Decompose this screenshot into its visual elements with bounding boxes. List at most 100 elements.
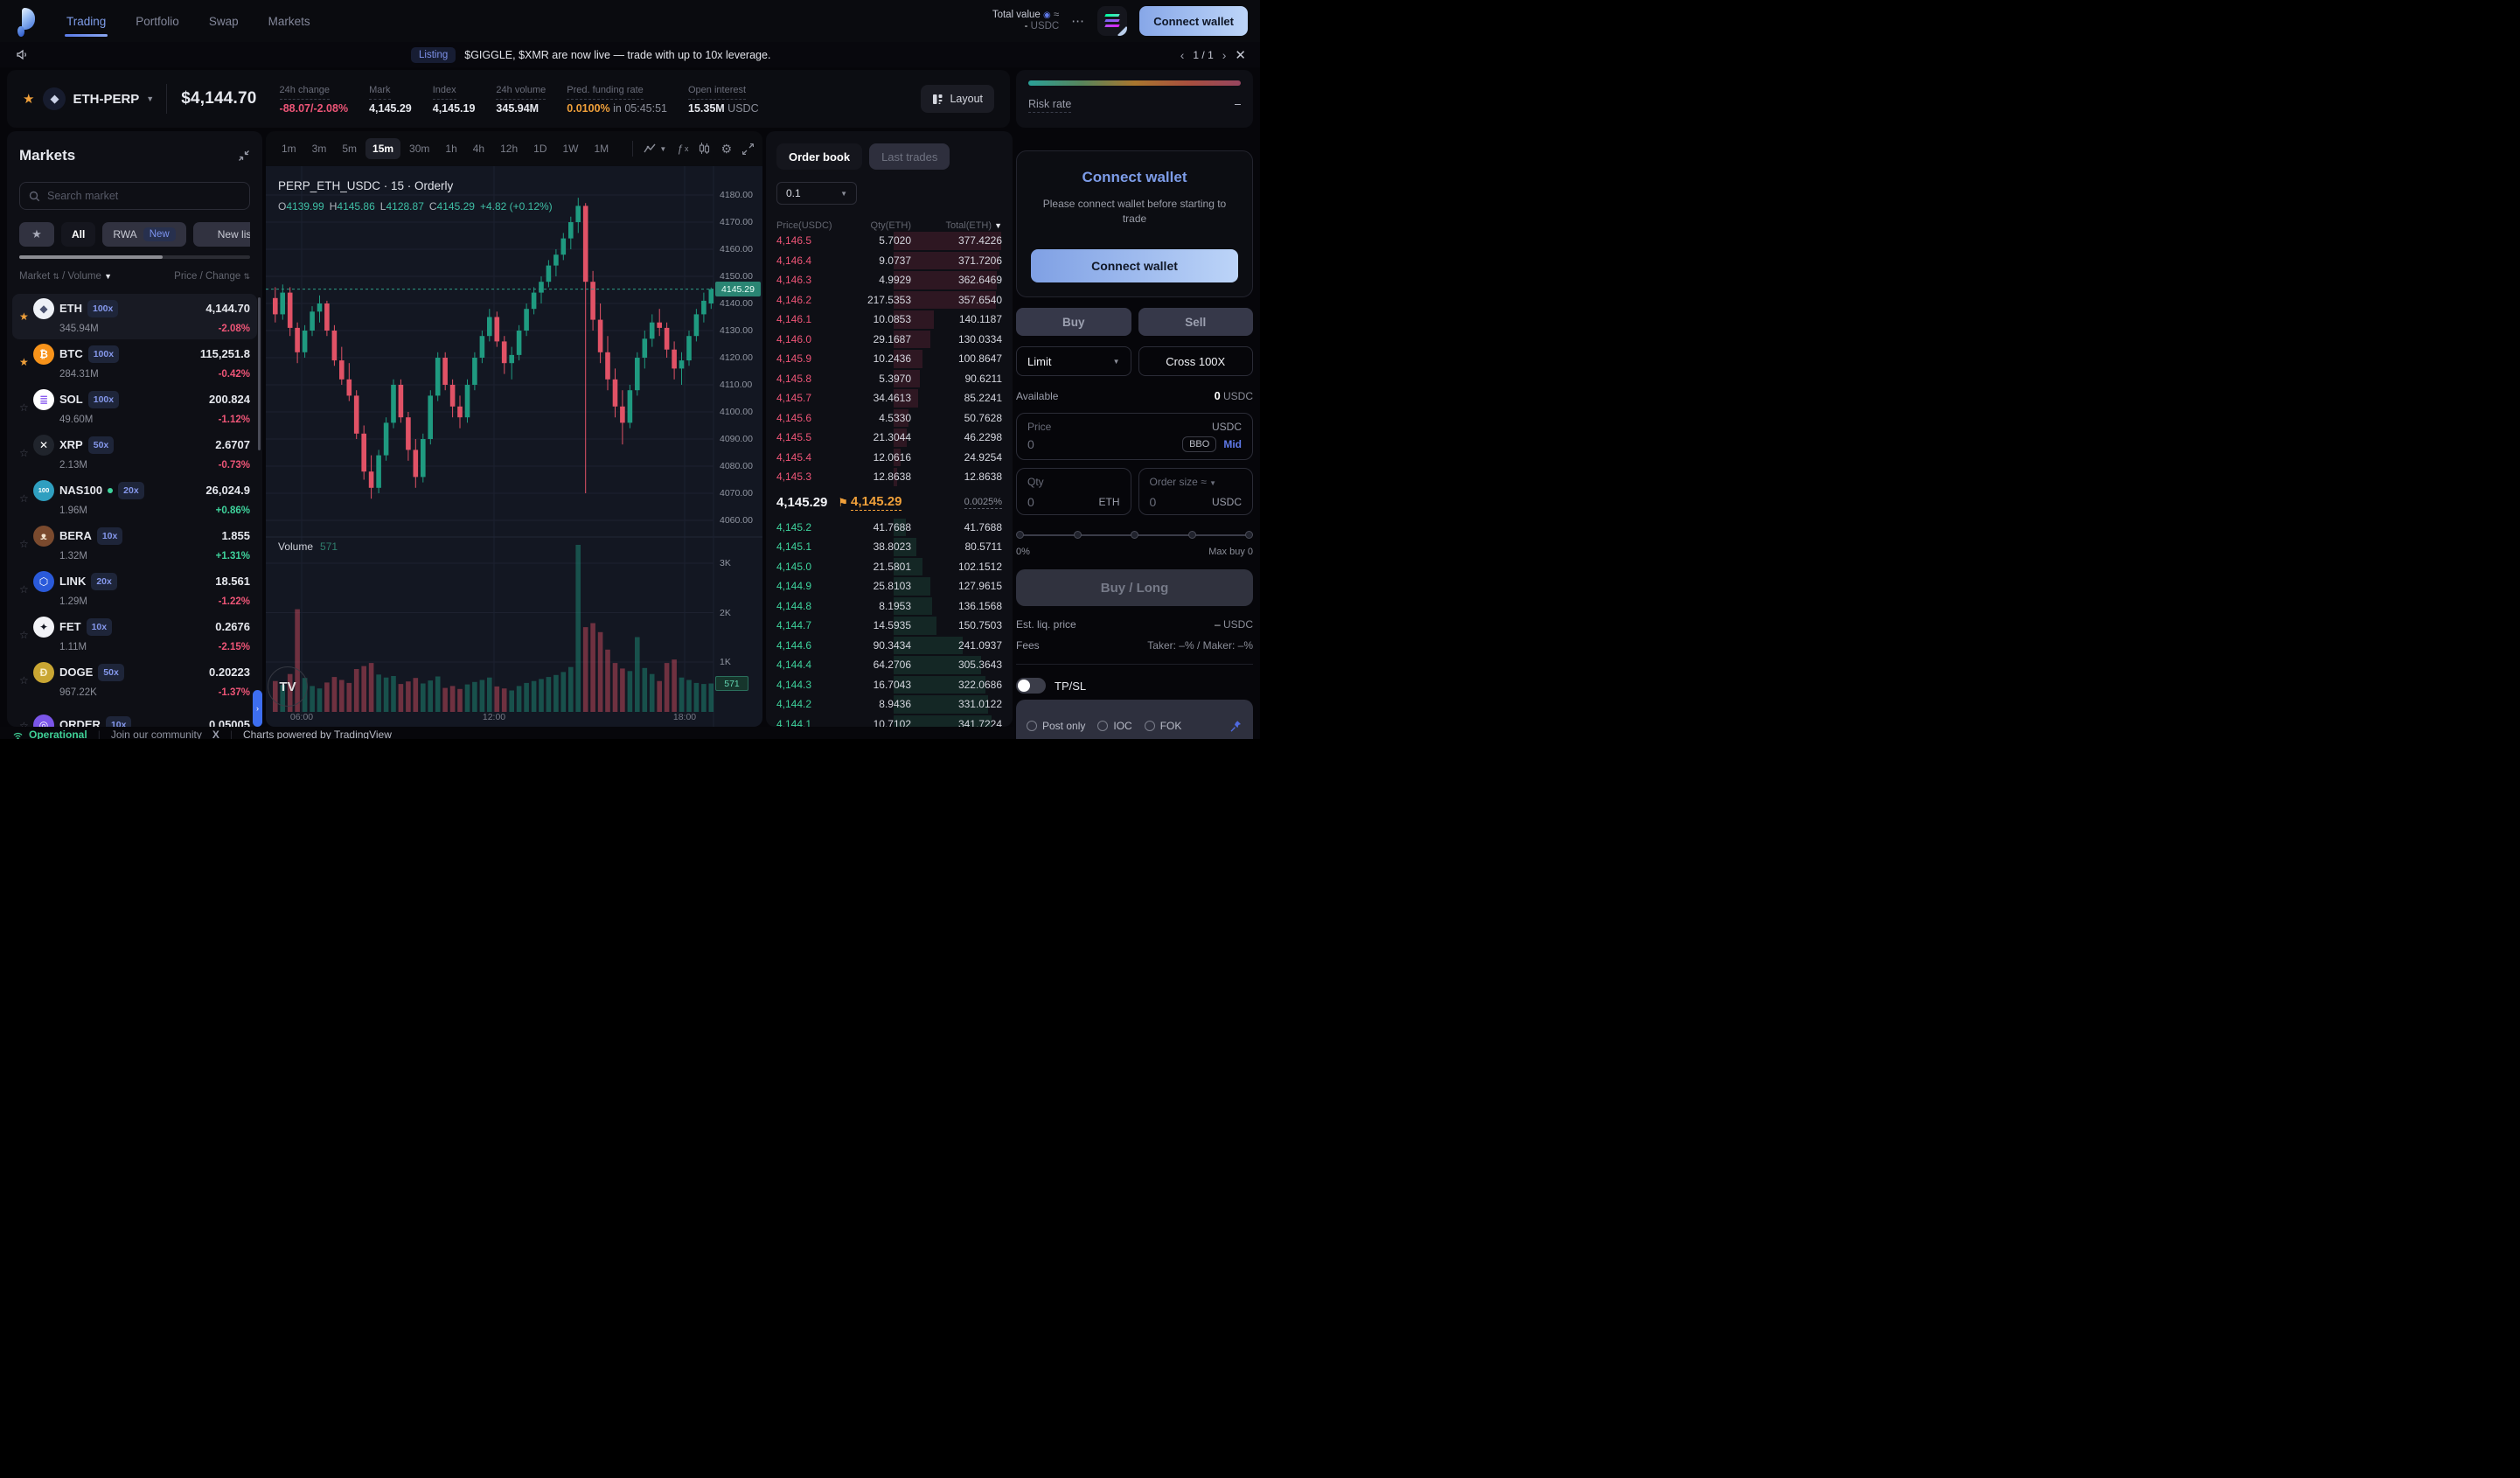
chip-rwa[interactable]: RWA New: [102, 222, 186, 247]
market-row-eth[interactable]: ★ ◆ ETH 100x 4,144.70 345.94M -2.08%: [12, 294, 257, 339]
markets-scrollbar-thumb[interactable]: [258, 297, 261, 450]
ask-row[interactable]: 4,146.0 29.1687 130.0334: [776, 330, 1002, 350]
nav-item-trading[interactable]: Trading: [65, 3, 108, 40]
price-input-value[interactable]: 0: [1027, 437, 1034, 451]
chart-settings-gear-icon[interactable]: ⚙: [720, 141, 732, 156]
ask-row[interactable]: 4,145.9 10.2436 100.8647: [776, 349, 1002, 369]
timeframe-1D[interactable]: 1D: [533, 143, 547, 155]
ask-row[interactable]: 4,146.2 217.5353 357.6540: [776, 290, 1002, 310]
ask-row[interactable]: 4,145.4 12.0616 24.9254: [776, 448, 1002, 468]
timeframe-1m[interactable]: 1m: [282, 143, 296, 155]
favorite-star-icon[interactable]: ☆: [19, 629, 29, 641]
banner-close-icon[interactable]: ✕: [1235, 47, 1246, 63]
timeframe-1W[interactable]: 1W: [562, 143, 579, 155]
connect-wallet-cta-button[interactable]: Connect wallet: [1031, 249, 1238, 282]
favorite-star-icon[interactable]: ☆: [19, 674, 29, 687]
qty-input[interactable]: Qty 0 ETH: [1016, 468, 1131, 515]
bid-row[interactable]: 4,144.4 64.2706 305.3643: [776, 655, 1002, 675]
ask-row[interactable]: 4,146.4 9.0737 371.7206: [776, 251, 1002, 271]
price-input[interactable]: Price USDC 0 BBO Mid: [1016, 413, 1253, 460]
ask-row[interactable]: 4,146.3 4.9929 362.6469: [776, 270, 1002, 290]
ask-row[interactable]: 4,145.6 4.5330 50.7628: [776, 408, 1002, 429]
tab-last-trades[interactable]: Last trades: [869, 143, 950, 170]
favorite-star-icon[interactable]: ☆: [19, 401, 29, 414]
ask-row[interactable]: 4,145.7 34.4613 85.2241: [776, 388, 1002, 408]
nav-item-markets[interactable]: Markets: [268, 14, 310, 28]
system-status[interactable]: Operational: [12, 729, 87, 739]
sort-price-change[interactable]: Price / Change ⇅: [174, 271, 250, 282]
favorite-star-icon[interactable]: ★: [23, 92, 35, 107]
bid-row[interactable]: 4,144.3 16.7043 322.0686: [776, 675, 1002, 695]
brand-logo-icon[interactable]: [14, 5, 40, 37]
radio-ioc[interactable]: IOC: [1097, 720, 1132, 732]
buy-tab[interactable]: Buy: [1016, 308, 1131, 336]
indicators-icon[interactable]: ▼: [644, 143, 666, 154]
nav-item-swap[interactable]: Swap: [208, 14, 239, 28]
timeframe-5m[interactable]: 5m: [342, 143, 358, 155]
community-link[interactable]: Join our community: [110, 729, 202, 739]
timeframe-15m[interactable]: 15m: [365, 138, 401, 159]
tab-order-book[interactable]: Order book: [776, 143, 863, 170]
sidebar-collapse-handle[interactable]: ›: [253, 690, 262, 727]
nav-item-portfolio[interactable]: Portfolio: [136, 14, 179, 28]
favorite-star-icon[interactable]: ★: [19, 356, 29, 368]
timeframe-3m[interactable]: 3m: [311, 143, 327, 155]
symbol-dropdown-icon[interactable]: ▼: [146, 94, 155, 103]
timeframe-12h[interactable]: 12h: [500, 143, 519, 155]
market-row-order[interactable]: ☆ ◎ ORDER 10x 0.05005: [12, 703, 257, 727]
search-market-input[interactable]: Search market: [19, 182, 250, 210]
quantity-slider[interactable]: [1016, 531, 1253, 540]
bid-row[interactable]: 4,144.1 10.7102 341.7224: [776, 715, 1002, 727]
fullscreen-icon[interactable]: [742, 143, 754, 155]
favorite-star-icon[interactable]: ☆: [19, 447, 29, 459]
buy-long-button[interactable]: Buy / Long: [1016, 569, 1253, 606]
overflow-menu-icon[interactable]: ⋯: [1071, 14, 1086, 29]
radio-fok[interactable]: FOK: [1144, 720, 1181, 732]
market-row-doge[interactable]: ☆ Ð DOGE 50x 0.20223 967.22K -1.37%: [12, 658, 257, 703]
sort-total[interactable]: Total(ETH) ▼: [945, 220, 1002, 231]
bid-row[interactable]: 4,144.8 8.1953 136.1568: [776, 596, 1002, 617]
favorite-star-icon[interactable]: ☆: [19, 720, 29, 727]
ask-row[interactable]: 4,145.3 12.8638 12.8638: [776, 467, 1002, 487]
x-social-icon[interactable]: X: [212, 729, 219, 739]
collapse-panel-icon[interactable]: [238, 150, 250, 162]
slider-tick[interactable]: [1073, 531, 1082, 539]
chips-scrollbar-thumb[interactable]: [19, 255, 163, 259]
bid-row[interactable]: 4,144.2 8.9436 331.0122: [776, 694, 1002, 715]
favorite-star-icon[interactable]: ☆: [19, 583, 29, 596]
timeframe-30m[interactable]: 30m: [409, 143, 430, 155]
timeframe-4h[interactable]: 4h: [472, 143, 485, 155]
ask-row[interactable]: 4,145.5 21.3044 46.2298: [776, 428, 1002, 448]
market-row-btc[interactable]: ★ ₿ BTC 100x 115,251.8 284.31M -0.42%: [12, 339, 257, 385]
slider-tick[interactable]: [1131, 531, 1138, 539]
favorite-star-icon[interactable]: ☆: [19, 538, 29, 550]
favorite-star-icon[interactable]: ☆: [19, 492, 29, 505]
market-row-bera[interactable]: ☆ ᴥ BERA 10x 1.855 1.32M +1.31%: [12, 521, 257, 567]
bid-row[interactable]: 4,144.6 90.3434 241.0937: [776, 636, 1002, 656]
tpsl-switch[interactable]: [1016, 678, 1046, 694]
bid-row[interactable]: 4,145.2 41.7688 41.7688: [776, 518, 1002, 538]
bbo-button[interactable]: BBO: [1182, 436, 1217, 452]
visibility-icon[interactable]: ◉: [1043, 10, 1051, 20]
sell-tab[interactable]: Sell: [1138, 308, 1253, 336]
tpsl-toggle[interactable]: TP/SL: [1016, 678, 1253, 694]
mark-price[interactable]: 4,145.29: [851, 494, 902, 511]
slider-tick[interactable]: [1187, 531, 1196, 539]
market-row-nas100[interactable]: ☆ 100 NAS100 20x 26,024.9 1.96M +0.86%: [12, 476, 257, 521]
ask-row[interactable]: 4,145.8 5.3970 90.6211: [776, 369, 1002, 389]
order-size-input[interactable]: Order size ≈ ▼ 0 USDC: [1138, 468, 1253, 515]
order-type-select[interactable]: Limit ▼: [1016, 346, 1131, 376]
ask-row[interactable]: 4,146.1 10.0853 140.1187: [776, 310, 1002, 330]
radio-post-only[interactable]: Post only: [1027, 720, 1085, 732]
chip-all[interactable]: All: [61, 222, 96, 247]
tick-size-select[interactable]: 0.1 ▼: [776, 182, 857, 205]
banner-next-icon[interactable]: ›: [1222, 47, 1227, 62]
connect-wallet-button[interactable]: Connect wallet: [1139, 6, 1248, 36]
tradingview-credit[interactable]: Charts powered by TradingView: [243, 729, 392, 739]
chip-new-listings[interactable]: New listings: [192, 222, 250, 247]
market-row-link[interactable]: ☆ ⬡ LINK 20x 18.561 1.29M -1.22%: [12, 567, 257, 612]
price-chart[interactable]: PERP_ETH_USDC · 15 · Orderly O4139.99 H41…: [266, 166, 762, 727]
ask-row[interactable]: 4,146.5 5.7020 377.4226: [776, 231, 1002, 251]
slider-tick[interactable]: [1245, 531, 1253, 539]
